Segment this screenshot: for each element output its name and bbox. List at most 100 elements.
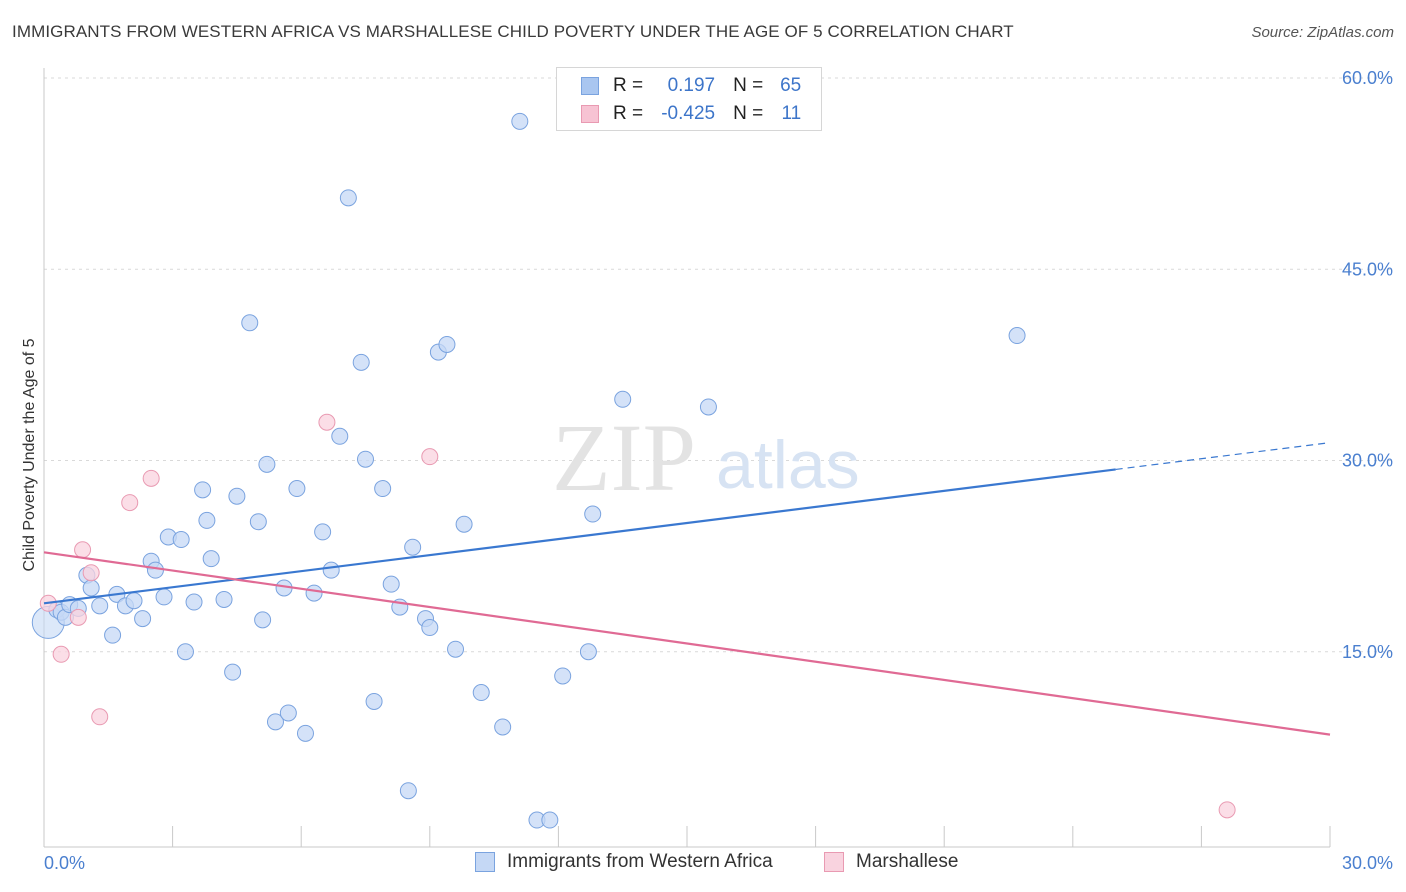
series-swatch-pink [824,852,844,872]
point-marshallese [1218,801,1236,819]
legend-row-western-africa: R = 0.197 N = 65 [581,72,801,100]
point-western-africa [134,610,152,628]
watermark-atlas: atlas [716,427,860,503]
chart-title: IMMIGRANTS FROM WESTERN AFRICA VS MARSHA… [12,22,1014,41]
point-western-africa [455,515,473,533]
point-western-africa [579,643,597,661]
axes [43,68,1331,848]
point-western-africa [91,597,109,615]
point-marshallese [142,469,160,487]
point-western-africa [288,480,306,498]
series-legend-western-africa[interactable]: Immigrants from Western Africa [475,851,773,873]
series-legend: Immigrants from Western Africa Marshalle… [0,851,1406,877]
point-western-africa [331,427,349,445]
point-western-africa [202,550,220,568]
point-western-africa [494,718,512,736]
point-western-africa [554,667,572,685]
trend-line-western-africa-extension [1115,442,1331,471]
legend-r-label: R = [613,103,644,124]
point-western-africa [104,626,122,644]
point-western-africa [146,561,164,579]
point-western-africa [241,314,259,332]
legend-r-label: R = [613,75,644,96]
point-western-africa [266,713,284,731]
point-marshallese [318,413,336,431]
point-marshallese [74,541,92,559]
point-western-africa [296,724,314,742]
point-western-africa [198,511,216,529]
point-western-africa [541,811,559,829]
point-western-africa [352,353,370,371]
point-western-africa [339,189,357,207]
point-western-africa [322,561,340,579]
legend-swatch-blue [581,77,599,95]
point-marshallese [69,608,87,626]
data-points [31,112,1236,829]
point-western-africa [305,584,323,602]
point-western-africa [421,619,439,637]
point-western-africa [155,588,173,606]
series-label: Marshallese [856,851,959,872]
legend-n-label: N = [733,75,764,96]
trend-line-western-africa [43,468,1116,605]
legend-n-label: N = [733,103,764,124]
point-western-africa [194,481,212,499]
point-marshallese [121,494,139,512]
point-western-africa [472,684,490,702]
point-western-africa [82,579,100,597]
point-western-africa [176,643,194,661]
gridlines [44,77,1392,653]
tick-labels: 15.0% 30.0% 45.0% 60.0% 0.0% 30.0% [44,68,1393,873]
point-western-africa [374,480,392,498]
y-tick-label: 45.0% [1342,259,1393,279]
series-legend-marshallese[interactable]: Marshallese [824,851,958,873]
point-western-africa [614,390,632,408]
point-western-africa [447,640,465,658]
point-western-africa [438,335,456,353]
x-tick-label: 30.0% [1342,853,1393,873]
legend-n-value: 65 [780,75,802,96]
point-western-africa [279,704,297,722]
point-western-africa [511,112,529,130]
x-tick-label: 0.0% [44,853,85,873]
point-western-africa [258,455,276,473]
point-western-africa [224,663,242,681]
point-western-africa [399,782,417,800]
point-western-africa [584,505,602,523]
point-western-africa [125,592,143,610]
y-tick-label: 60.0% [1342,68,1393,88]
trend-line-marshallese [43,551,1331,736]
legend-r-value: 0.197 [667,75,716,96]
trend-lines [43,442,1331,736]
point-western-africa [314,523,332,541]
point-western-africa [365,692,383,710]
point-marshallese [82,564,100,582]
watermark: ZIP atlas [552,404,860,511]
point-western-africa [172,531,190,549]
legend-row-marshallese: R = -0.425 N = 11 [581,100,801,128]
series-swatch-blue [475,852,495,872]
point-western-africa [228,487,246,505]
point-marshallese [421,448,439,466]
series-label: Immigrants from Western Africa [507,851,773,872]
watermark-zip: ZIP [552,404,696,511]
y-axis-label: Child Poverty Under the Age of 5 [21,338,38,571]
point-western-africa [254,611,272,629]
point-western-africa [357,450,374,468]
legend-swatch-pink [581,105,599,123]
legend-n-value: 11 [781,103,802,124]
point-marshallese [91,708,109,726]
point-western-africa [699,398,717,416]
point-western-africa [215,590,233,608]
point-western-africa [1008,327,1026,345]
point-marshallese [52,645,70,663]
point-western-africa [404,538,422,556]
correlation-legend: R = 0.197 N = 65 R = -0.425 N = 11 [556,67,822,131]
y-tick-label: 30.0% [1342,451,1393,471]
point-western-africa [249,513,267,531]
source-label: Source: ZipAtlas.com [1251,24,1394,41]
legend-r-value: -0.425 [661,103,716,124]
point-western-africa [185,593,203,611]
y-tick-label: 15.0% [1342,642,1393,662]
